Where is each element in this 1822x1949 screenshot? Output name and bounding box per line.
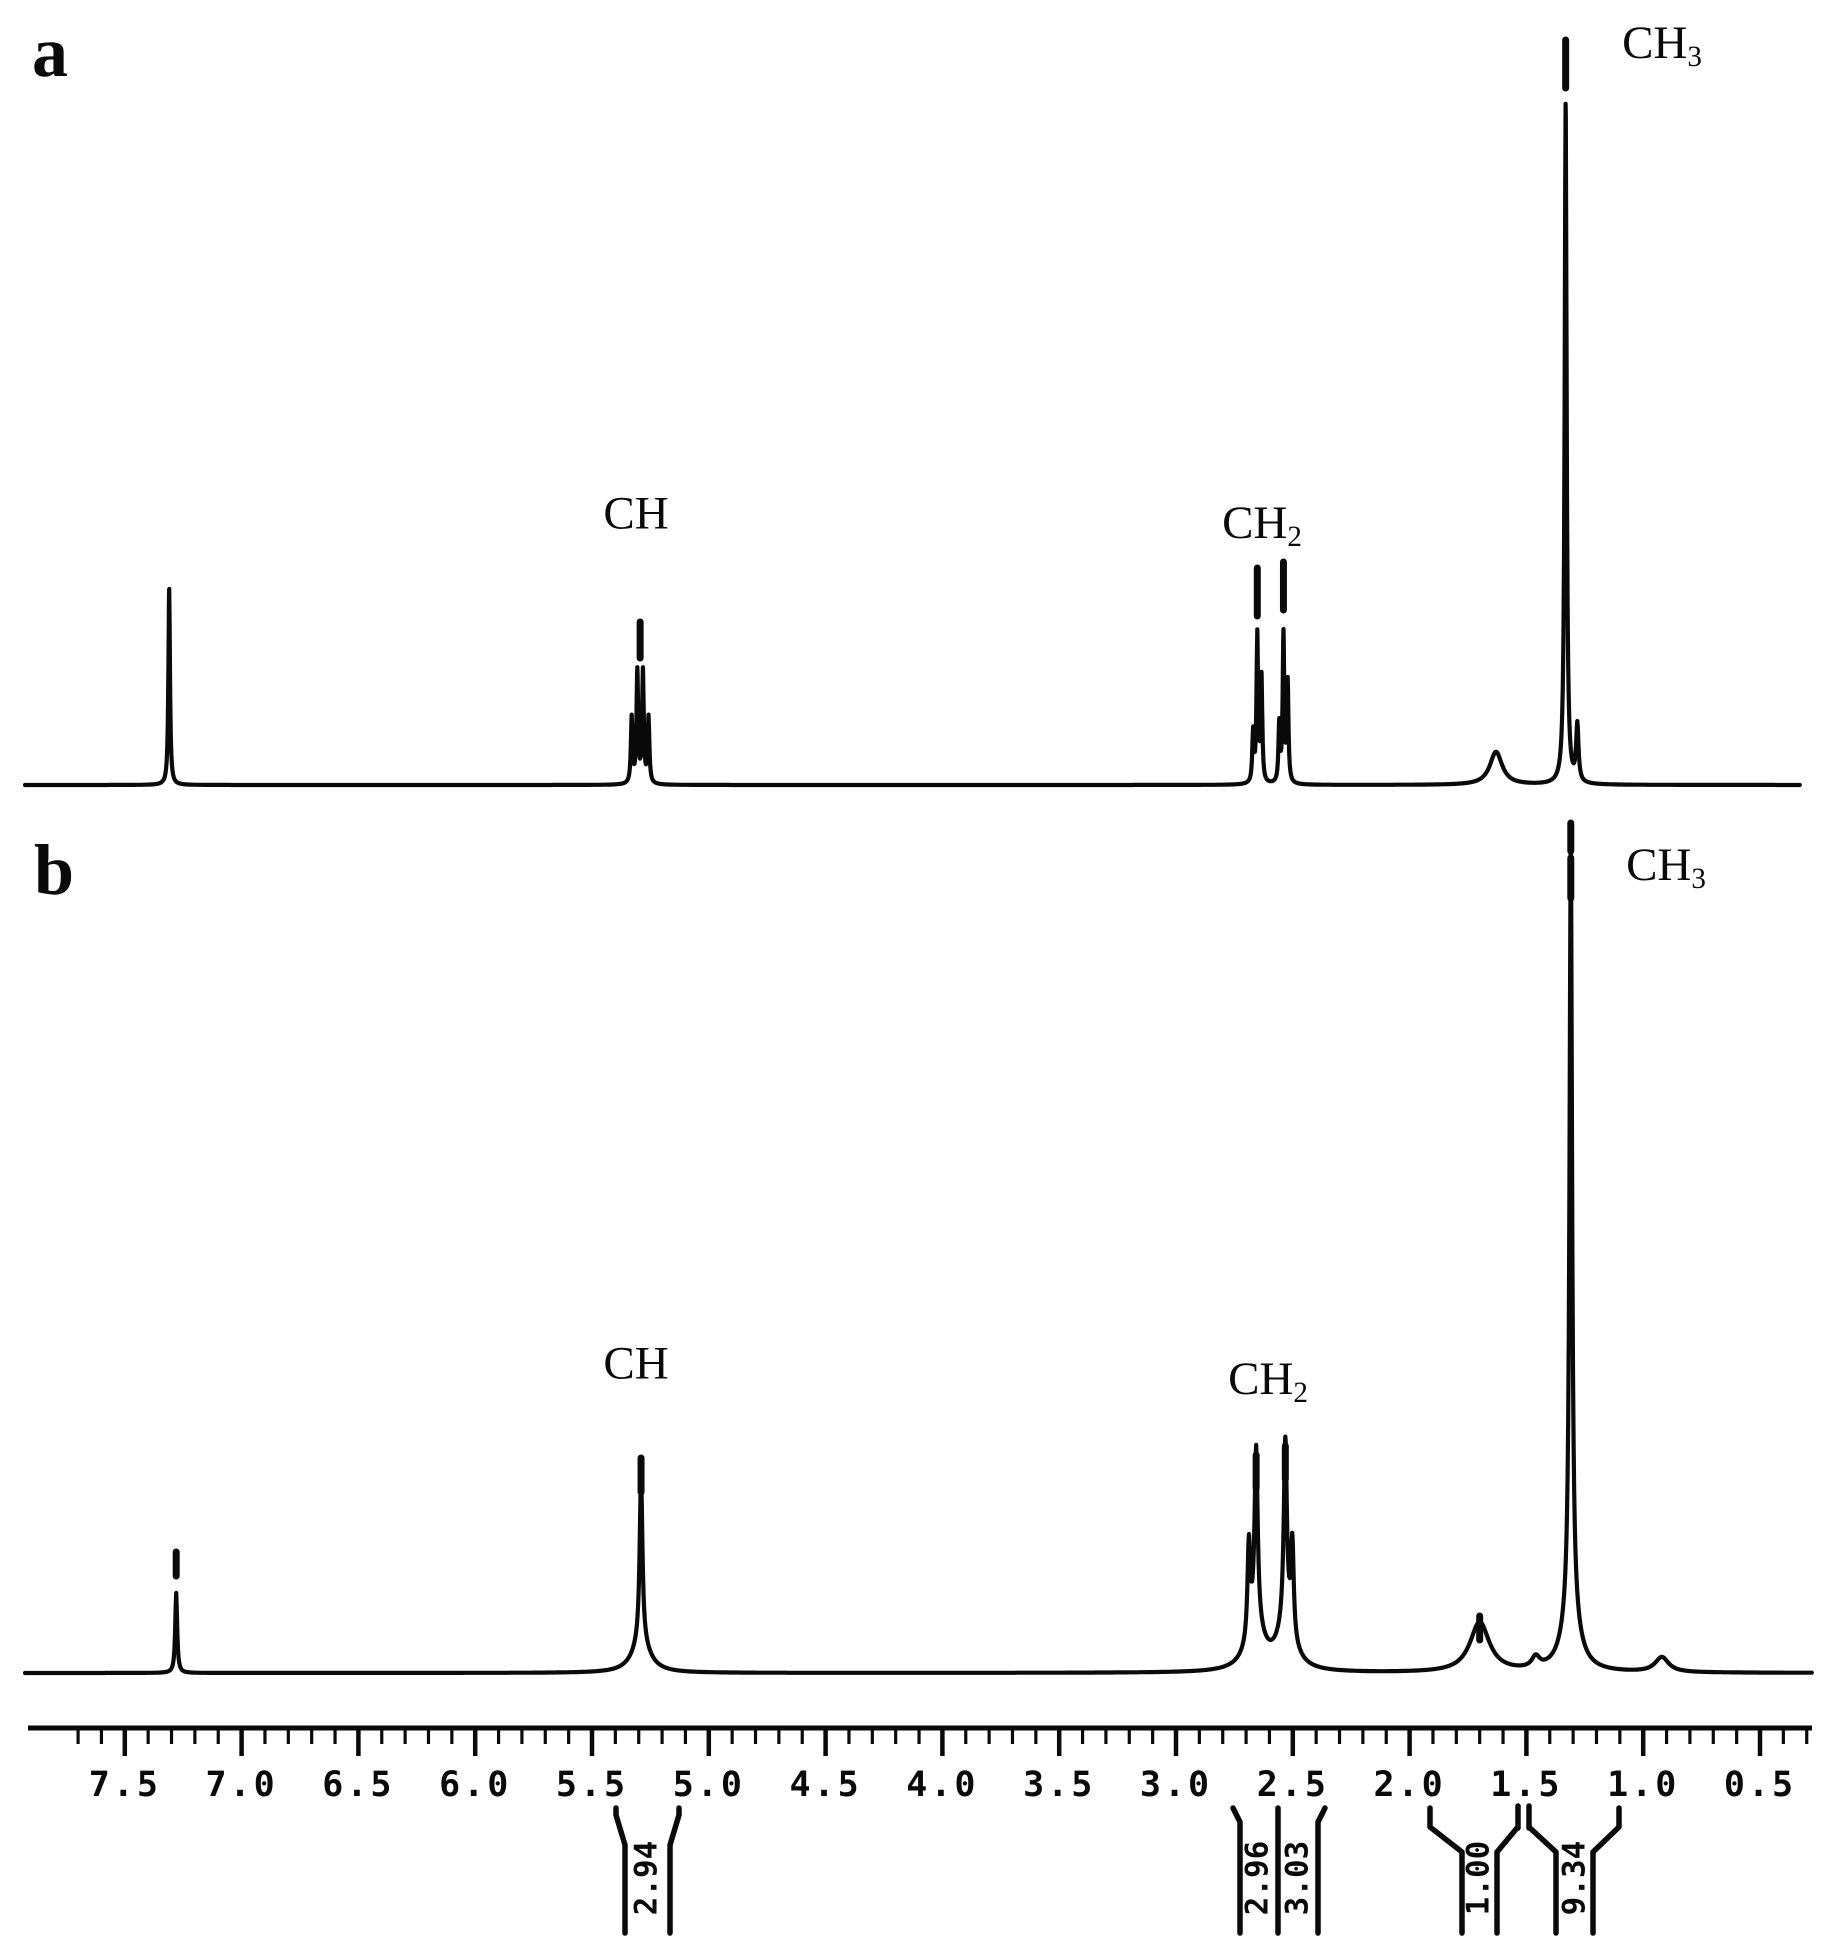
integral-bracket: [1427, 1805, 1465, 1936]
spectrum-curve-b: [22, 841, 1814, 1676]
integral-bracket: [1230, 1805, 1243, 1936]
axis-tick-label: 1.0: [1607, 1765, 1679, 1805]
axis-tick-label: 6.5: [322, 1765, 394, 1805]
axis-tick-label: 7.0: [205, 1765, 277, 1805]
axis-tick-label: 4.0: [906, 1765, 978, 1805]
peak-label-base: CH: [603, 487, 669, 540]
integral-bracket: [1590, 1805, 1622, 1936]
panel-label-a: a: [32, 12, 68, 92]
peak-label-base: CH: [1626, 838, 1692, 891]
panel-label-b: b: [34, 830, 75, 910]
axis-tick-label: 0.5: [1724, 1765, 1796, 1805]
integral-value: 2.96: [1240, 1841, 1276, 1916]
axis-tick-label: 2.0: [1373, 1765, 1445, 1805]
peak-label-ch-a: CH: [603, 487, 669, 540]
integral-value: 1.00: [1461, 1841, 1497, 1916]
peak-label-base: CH: [1222, 496, 1288, 549]
integral-value: 3.03: [1280, 1841, 1316, 1916]
axis-tick-label: 6.0: [439, 1765, 511, 1805]
peak-label-ch3-b: CH3: [1626, 838, 1706, 896]
peak-label-ch3-a: CH3: [1622, 16, 1702, 74]
peak-label-subscript: 2: [1287, 521, 1302, 554]
axis-tick-label: 3.0: [1140, 1765, 1212, 1805]
integral-value: 2.94: [629, 1841, 665, 1916]
integral-bracket: [1315, 1805, 1328, 1936]
peak-label-subscript: 2: [1293, 1377, 1308, 1410]
peak-label-base: CH: [1228, 1352, 1294, 1405]
axis-tick-label: 5.0: [673, 1765, 745, 1805]
peak-label-ch2-a: CH2: [1222, 496, 1302, 554]
axis-tick-label: 5.5: [556, 1765, 628, 1805]
axis-tick-label: 4.5: [789, 1765, 861, 1805]
axis-tick-label: 2.5: [1257, 1765, 1329, 1805]
axis-tick-label: 7.5: [89, 1765, 161, 1805]
integral-bracket: [1494, 1825, 1520, 1936]
peak-label-subscript: 3: [1691, 863, 1706, 896]
axis-tick-label: 1.5: [1490, 1765, 1562, 1805]
peak-label-base: CH: [603, 1337, 669, 1390]
peak-label-subscript: 3: [1687, 41, 1702, 74]
peak-label-ch-b: CH: [603, 1337, 669, 1390]
axis-tick-label: 3.5: [1023, 1765, 1095, 1805]
integral-bracket: [613, 1805, 628, 1936]
integral-value: 9.34: [1557, 1841, 1593, 1916]
integral-bracket: [667, 1805, 682, 1936]
peak-label-base: CH: [1622, 16, 1688, 69]
integral-bracket: [1527, 1825, 1559, 1936]
peak-label-ch2-b: CH2: [1228, 1352, 1308, 1410]
spectrum-curve-a: [22, 101, 1802, 788]
